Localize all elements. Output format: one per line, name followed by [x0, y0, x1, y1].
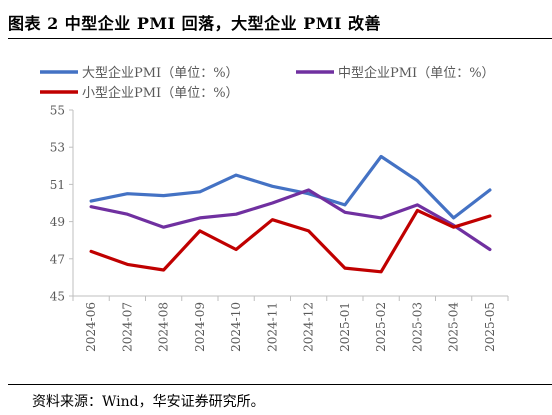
y-tick-label: 47 [50, 252, 65, 266]
legend-label: 小型企业PMI（单位：%） [82, 85, 239, 101]
chart-legend: 大型企业PMI（单位：%） 中型企业PMI（单位：%） 小型企业PMI（单位：%） [40, 65, 495, 101]
legend-label: 大型企业PMI（单位：%） [82, 65, 239, 81]
series-line-2 [89, 188, 492, 252]
y-tick-label: 49 [50, 215, 65, 229]
x-tick-label: 2025-04 [447, 302, 461, 352]
x-tick-label: 2025-03 [410, 302, 424, 352]
legend-label: 中型企业PMI（单位：%） [338, 65, 495, 81]
x-tick-label: 2025-05 [483, 302, 497, 352]
y-tick-label: 51 [50, 178, 65, 192]
y-tick-label: 45 [50, 290, 65, 304]
figure-title: 图表 2 中型企业 PMI 回落，大型企业 PMI 改善 [8, 14, 382, 33]
x-axis: 2024-06 2024-07 2024-08 2024-09 2024-10 2024-… [72, 295, 509, 352]
title-rule [8, 38, 552, 39]
x-tick-label: 2025-01 [338, 302, 352, 352]
source-note: 资料来源：Wind，华安证券研究所。 [32, 394, 265, 410]
y-tick-label: 53 [50, 141, 65, 155]
x-tick-label: 2024-11 [265, 302, 279, 352]
x-tick-label: 2024-10 [229, 302, 243, 352]
series-line-3 [89, 208, 492, 274]
y-tick-label: 55 [50, 104, 65, 118]
source-rule [8, 384, 552, 385]
x-tick-label: 2024-12 [302, 302, 316, 352]
y-axis: 45 47 49 51 53 55 [50, 104, 74, 304]
series-lines [89, 154, 492, 274]
x-tick-label: 2024-07 [120, 302, 134, 352]
pmi-line-chart: 大型企业PMI（单位：%） 中型企业PMI（单位：%）小型企业PMI（单位：%） … [40, 65, 509, 352]
series-line-1 [89, 154, 492, 220]
x-tick-label: 2024-09 [193, 302, 207, 352]
x-tick-label: 2024-08 [157, 302, 171, 352]
x-tick-label: 2025-02 [374, 302, 388, 352]
x-tick-label: 2024-06 [84, 302, 98, 352]
